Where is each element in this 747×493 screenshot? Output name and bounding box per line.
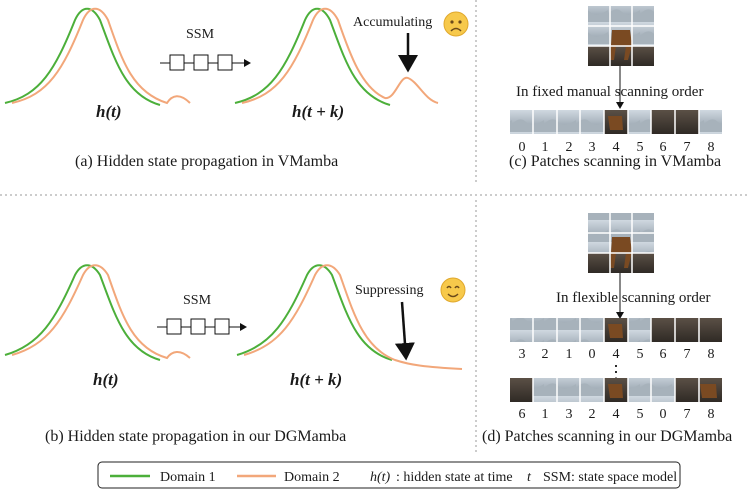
order-label-c: In fixed manual scanning order [516, 84, 703, 100]
legend-ssm-desc: SSM: state space model [543, 470, 677, 485]
sequence-d-1: 3 2 1 0 4 5 6 7 8 [519, 347, 715, 362]
seq-c-5: 5 [637, 140, 644, 155]
patch-strip-d-2 [510, 378, 722, 402]
ssm-block-b [157, 318, 247, 335]
annotation-arrow-b [394, 301, 415, 361]
image-grid-d [588, 213, 654, 273]
seq-d1-3: 0 [589, 347, 596, 362]
seq-d1-2: 1 [566, 347, 573, 362]
order-label-d: In flexible scanning order [556, 290, 711, 306]
domain2-curve-b-right [243, 264, 463, 370]
smile-face-icon [440, 277, 466, 303]
h-label-b: h(t) [93, 370, 119, 389]
seq-d2-5: 5 [637, 407, 644, 422]
ssm-label-a: SSM [186, 27, 215, 42]
seq-c-6: 6 [660, 140, 667, 155]
seq-d1-1: 2 [542, 347, 549, 362]
image-grid-c [588, 6, 654, 66]
caption-a: (a) Hidden state propagation in VMamba [75, 153, 338, 170]
seq-c-7: 7 [684, 140, 691, 155]
seq-d2-1: 1 [542, 407, 549, 422]
seq-c-2: 2 [566, 140, 573, 155]
legend-h-desc: : hidden state at time [396, 470, 513, 485]
seq-d1-5: 5 [637, 347, 644, 362]
patch-strip-d-1 [510, 318, 722, 342]
ssm-block-a [160, 54, 251, 71]
legend-h-symbol: h(t) [370, 470, 391, 485]
legend-t-symbol: t [527, 470, 532, 485]
seq-d2-7: 7 [684, 407, 691, 422]
seq-d2-3: 2 [589, 407, 596, 422]
seq-d1-7: 7 [684, 347, 691, 362]
legend-domain2-label: Domain 2 [284, 470, 340, 485]
caption-c: (c) Patches scanning in VMamba [509, 153, 721, 170]
domain1-curve-b-left [4, 264, 161, 361]
panel-b: h(t) SSM h(t + k) Suppressing (b) Hidden… [4, 264, 466, 445]
seq-d2-8: 8 [708, 407, 715, 422]
domain2-curve-a-left [11, 7, 191, 105]
hk-label-b: h(t + k) [290, 370, 342, 389]
caption-b: (b) Hidden state propagation in our DGMa… [45, 428, 346, 445]
legend-domain1-label: Domain 1 [160, 470, 216, 485]
seq-c-8: 8 [708, 140, 715, 155]
seq-d1-8: 8 [708, 347, 715, 362]
panel-d: In flexible scanning order 3 2 1 0 4 [482, 213, 732, 445]
legend: Domain 1 Domain 2 h(t) : hidden state at… [97, 461, 681, 489]
hk-label-a: h(t + k) [292, 102, 344, 121]
domain1-curve-a-left [4, 7, 161, 106]
annotation-a: Accumulating [353, 15, 432, 30]
domain1-curve-a-right [234, 7, 391, 106]
domain2-curve-a-right [241, 7, 439, 104]
patch-strip-c [510, 110, 722, 134]
ellipsis-d: ⋮ [607, 362, 625, 382]
seq-d1-0: 3 [519, 347, 526, 362]
sad-face-icon [443, 11, 469, 37]
annotation-b: Suppressing [355, 283, 423, 298]
seq-d2-2: 3 [566, 407, 573, 422]
seq-d2-4: 4 [613, 407, 620, 422]
ssm-label-b: SSM [183, 293, 212, 308]
domain2-curve-b-left [11, 264, 191, 360]
seq-c-0: 0 [519, 140, 526, 155]
seq-d1-4: 4 [613, 347, 620, 362]
seq-c-1: 1 [542, 140, 549, 155]
seq-d2-6: 0 [660, 407, 667, 422]
h-label-a: h(t) [96, 102, 122, 121]
seq-c-3: 3 [589, 140, 596, 155]
domain1-curve-b-right [236, 264, 393, 361]
seq-d1-6: 6 [660, 347, 667, 362]
seq-c-4: 4 [613, 140, 620, 155]
panel-a: h(t) SSM h(t + k) Accumulating (a) Hidde… [4, 7, 469, 170]
seq-d2-0: 6 [519, 407, 526, 422]
caption-d: (d) Patches scanning in our DGMamba [482, 428, 732, 445]
panel-c: In fixed manual scanning order 0 1 2 3 4 [509, 6, 722, 170]
sequence-d-2: 6 1 3 2 4 5 0 7 8 [519, 407, 715, 422]
sequence-c: 0 1 2 3 4 5 6 7 8 [519, 140, 715, 155]
